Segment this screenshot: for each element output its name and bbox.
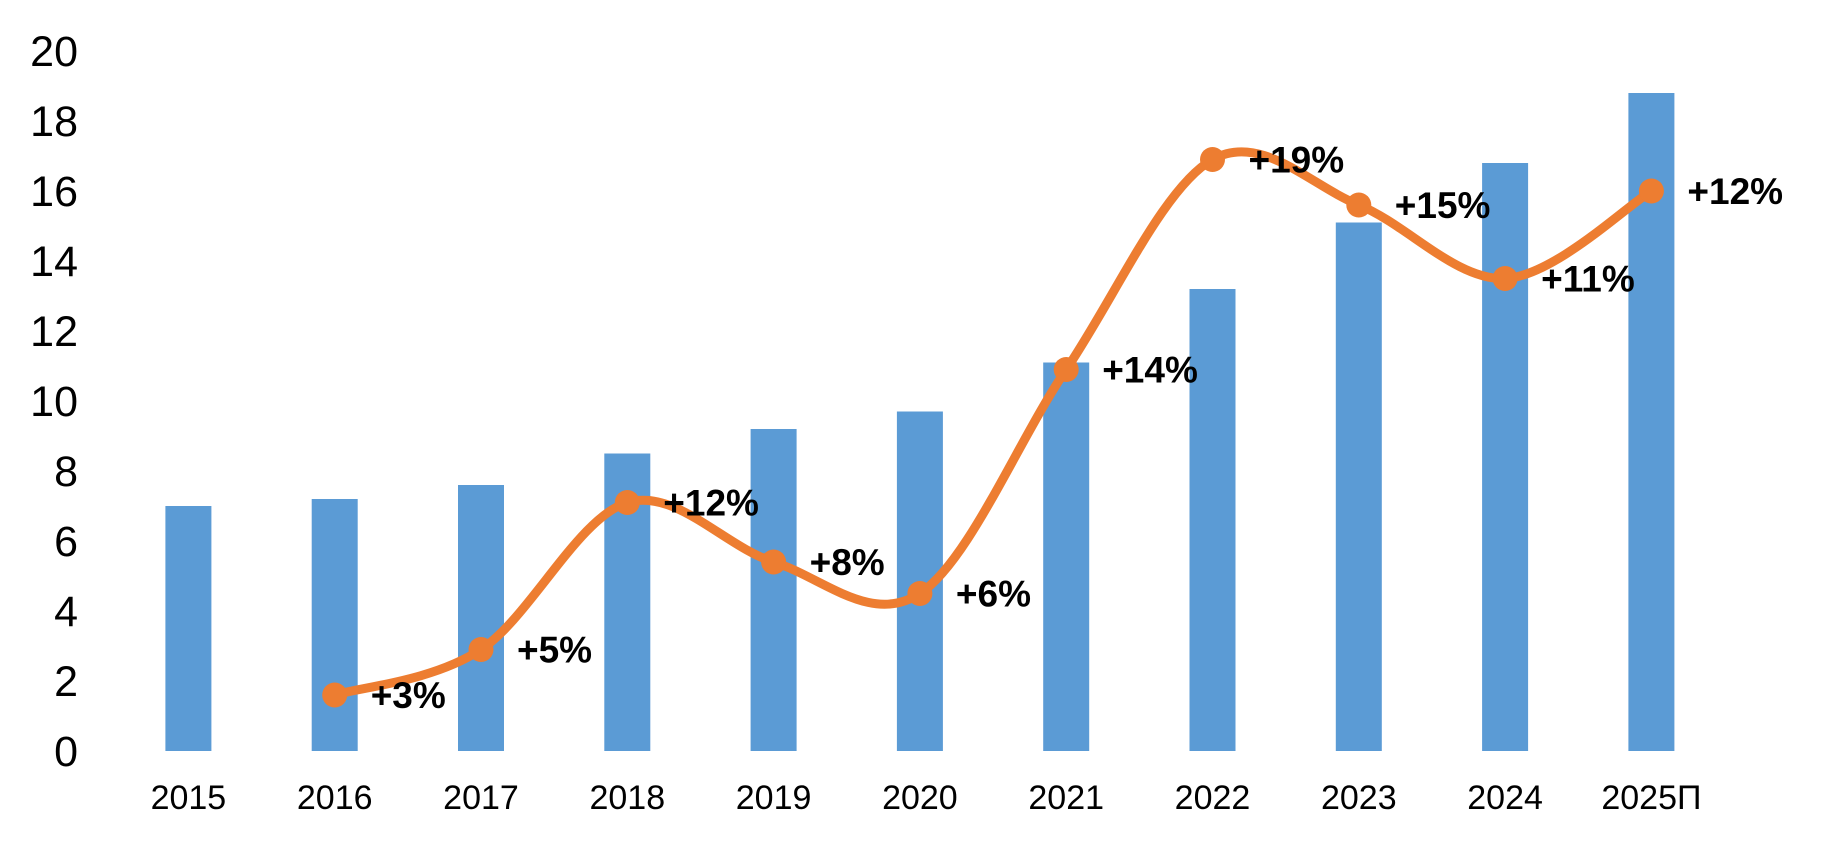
line-marker-2020	[907, 581, 933, 606]
growth-line-path	[330, 147, 1656, 700]
x-tick-label-2017: 2017	[443, 779, 519, 817]
x-axis: 2015 2016 2017 2018 2019 2020 2021 2022 2023 2024…	[151, 779, 1702, 817]
bar-2023	[1335, 222, 1382, 751]
y-tick-label-2: 2	[54, 658, 78, 706]
y-tick-label-8: 8	[54, 448, 78, 496]
line-marker-2018	[614, 490, 640, 515]
growth-label-2016: +3%	[371, 675, 446, 716]
growth-label-2023: +15%	[1395, 185, 1491, 226]
y-tick-label-6: 6	[54, 518, 78, 566]
growth-label-2017: +5%	[517, 630, 592, 671]
y-tick-label-14: 14	[30, 238, 78, 286]
line-marker-2017	[468, 637, 494, 662]
line-group	[322, 147, 1664, 708]
bar-2015	[165, 506, 212, 751]
x-tick-label-2019: 2019	[736, 779, 812, 817]
line-marker-2024	[1492, 266, 1518, 291]
bar-2024	[1482, 163, 1529, 751]
line-marker-2021	[1053, 357, 1079, 382]
growth-label-2020: +6%	[956, 574, 1031, 615]
line-marker-2022	[1200, 147, 1225, 172]
x-tick-label-2018: 2018	[589, 779, 665, 817]
growth-label-2022: +19%	[1249, 140, 1345, 181]
x-tick-label-2022: 2022	[1175, 779, 1251, 817]
y-tick-label-20: 20	[30, 28, 78, 76]
bar-2016	[311, 499, 358, 751]
x-tick-label-2023: 2023	[1321, 779, 1397, 817]
y-tick-label-4: 4	[54, 588, 78, 636]
bar-2022	[1189, 289, 1236, 751]
y-tick-label-10: 10	[30, 378, 78, 426]
x-tick-label-2016: 2016	[297, 779, 373, 817]
x-tick-label-2025П: 2025П	[1601, 779, 1701, 817]
line-marker-2023	[1346, 192, 1372, 218]
growth-label-2018: +12%	[663, 483, 759, 524]
bar-2017	[458, 485, 504, 751]
growth-label-2024: +11%	[1541, 259, 1635, 300]
y-tick-label-0: 0	[54, 728, 78, 776]
x-tick-label-2015: 2015	[151, 779, 227, 817]
x-tick-label-2020: 2020	[882, 779, 958, 817]
y-tick-label-12: 12	[30, 308, 78, 356]
bar-2021	[1043, 362, 1090, 751]
growth-label-2021: +14%	[1102, 350, 1198, 391]
y-tick-label-18: 18	[30, 98, 78, 146]
line-marker-2016	[322, 682, 348, 708]
x-tick-label-2024: 2024	[1467, 779, 1543, 817]
data-labels-group: +3% +5% +12% +8% +6% +14% +19% +15% +11% +12%	[371, 140, 1783, 717]
growth-label-2019: +8%	[810, 542, 885, 583]
growth-label-2025П: +12%	[1687, 171, 1783, 212]
x-tick-label-2021: 2021	[1028, 779, 1104, 817]
line-marker-2019	[761, 549, 787, 575]
y-tick-label-16: 16	[30, 168, 78, 216]
y-axis: 0 2 4 6 8 10 12 14 16 18 20	[30, 28, 78, 776]
bar-2019	[750, 429, 797, 751]
line-marker-2025П	[1638, 178, 1664, 204]
